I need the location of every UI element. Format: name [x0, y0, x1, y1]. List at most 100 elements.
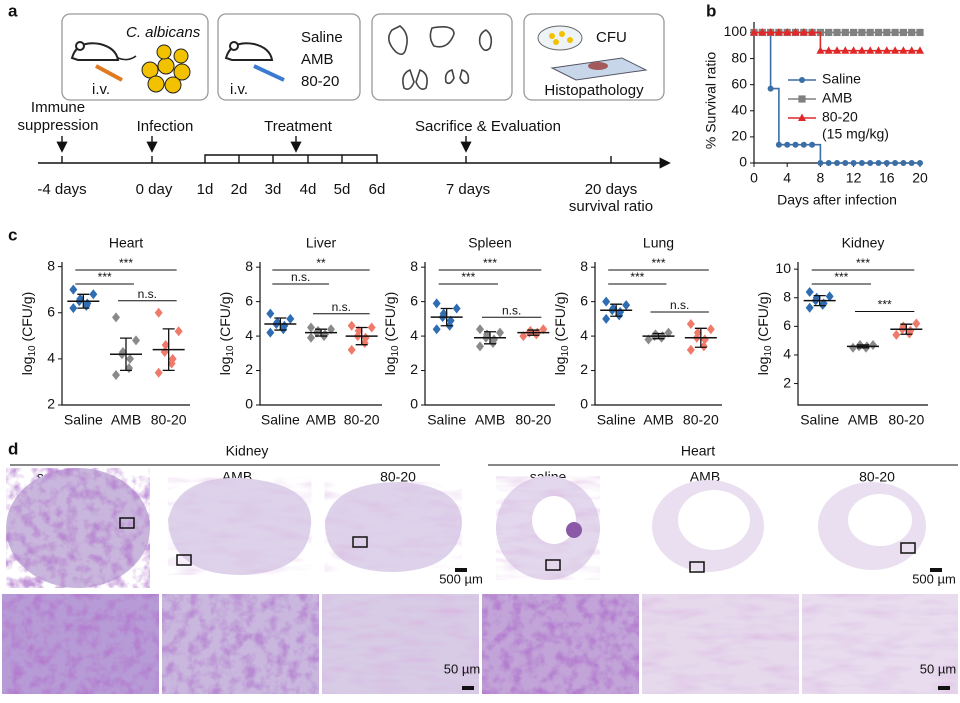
- x-tick-label: AMB: [475, 412, 505, 428]
- event: Treatment: [264, 118, 333, 135]
- y-tick-label: 0: [739, 154, 747, 170]
- point: [539, 324, 548, 335]
- point: [327, 324, 335, 335]
- organism: C. albicans: [126, 24, 201, 41]
- evaluation: Histopathology: [544, 82, 644, 99]
- evaluation: CFU: [596, 29, 627, 46]
- y-axis-label-part: 10: [225, 345, 236, 357]
- point: [602, 296, 611, 307]
- y-tick-label: 2: [47, 396, 55, 412]
- x-tick-label: Saline: [597, 412, 636, 428]
- chart-title: Spleen: [468, 235, 512, 251]
- significance-label: ***: [834, 270, 848, 284]
- point: [750, 27, 758, 36]
- y-tick-label: 6: [47, 303, 55, 319]
- x-tick-label: AMB: [306, 412, 336, 428]
- y-axis-label-part: log: [755, 357, 771, 376]
- y-tick-label: 60: [731, 75, 747, 91]
- x-tick-label: AMB: [111, 412, 141, 428]
- point: [616, 306, 625, 317]
- significance-label: n.s.: [291, 270, 310, 284]
- timeline-label: 5d: [334, 181, 351, 198]
- point: [766, 27, 775, 36]
- y-tick-label: 6: [245, 292, 253, 308]
- point: [69, 303, 78, 314]
- point: [519, 331, 528, 342]
- point: [850, 28, 858, 37]
- y-tick-label: 2: [783, 374, 791, 390]
- point: [874, 46, 883, 54]
- point: [490, 334, 498, 345]
- point: [892, 160, 899, 166]
- y-axis-label-part: log: [217, 357, 233, 376]
- point: [907, 46, 916, 54]
- y-tick-label: 20: [731, 128, 747, 144]
- timeline-label: 6d: [369, 181, 386, 198]
- x-tick-label: 80-20: [151, 412, 187, 428]
- point: [280, 320, 289, 331]
- point: [841, 46, 850, 54]
- timeline: [38, 136, 671, 169]
- point: [767, 85, 774, 92]
- point: [347, 320, 356, 331]
- y-tick-label: 4: [580, 327, 588, 343]
- scale-bar-label: 500 µm: [912, 571, 956, 586]
- point: [126, 353, 134, 364]
- point: [908, 160, 915, 166]
- point: [266, 308, 275, 319]
- point: [792, 141, 799, 148]
- point: [833, 28, 841, 37]
- significance-label: **: [316, 256, 326, 270]
- significance-label: ***: [483, 256, 497, 270]
- point: [900, 160, 907, 166]
- scale-bar-label: 50 µm: [444, 661, 480, 676]
- point: [526, 325, 535, 336]
- chart-title: Lung: [643, 235, 674, 251]
- significance-label: n.s.: [502, 303, 521, 317]
- x-tick-label: 80-20: [888, 412, 924, 428]
- y-axis-label-part: 10: [390, 345, 401, 357]
- point: [439, 308, 448, 319]
- point: [446, 315, 455, 326]
- x-tick-label: 4: [783, 170, 791, 186]
- significance-label: n.s.: [670, 298, 689, 312]
- y-axis-label: log10 (CFU/g): [552, 292, 571, 375]
- point: [266, 327, 275, 338]
- y-tick-label: 4: [410, 327, 418, 343]
- point: [842, 160, 849, 166]
- y-axis-label: log10 (CFU/g): [755, 292, 774, 375]
- legend-label: AMB: [822, 90, 852, 106]
- point: [833, 46, 841, 54]
- point: [858, 160, 865, 166]
- significance-label: ***: [651, 256, 665, 270]
- scale-bar-label: 500 µm: [439, 571, 483, 586]
- point: [916, 46, 924, 54]
- point: [432, 324, 441, 335]
- y-tick-label: 100: [724, 23, 748, 39]
- point: [892, 329, 901, 340]
- route: i.v.: [230, 81, 248, 98]
- point: [817, 160, 824, 166]
- significance-label: ***: [119, 256, 133, 270]
- event: Sacrifice & Evaluation: [415, 118, 561, 135]
- point: [816, 46, 825, 54]
- significance-label: ***: [856, 256, 870, 270]
- x-tick-label: 80-20: [515, 412, 551, 428]
- y-tick-label: 2: [410, 361, 418, 377]
- point: [824, 46, 833, 54]
- point: [452, 303, 461, 314]
- point: [609, 303, 618, 314]
- point: [644, 334, 653, 345]
- event: suppression: [18, 117, 99, 134]
- point: [825, 28, 833, 37]
- point: [791, 27, 800, 36]
- point: [161, 340, 170, 351]
- micrographs: [2, 594, 958, 694]
- point: [602, 313, 611, 324]
- significance-label: ***: [98, 270, 112, 284]
- column-label: 80-20: [380, 469, 416, 485]
- point: [347, 344, 356, 355]
- error-bar: [162, 328, 175, 372]
- point: [686, 319, 695, 330]
